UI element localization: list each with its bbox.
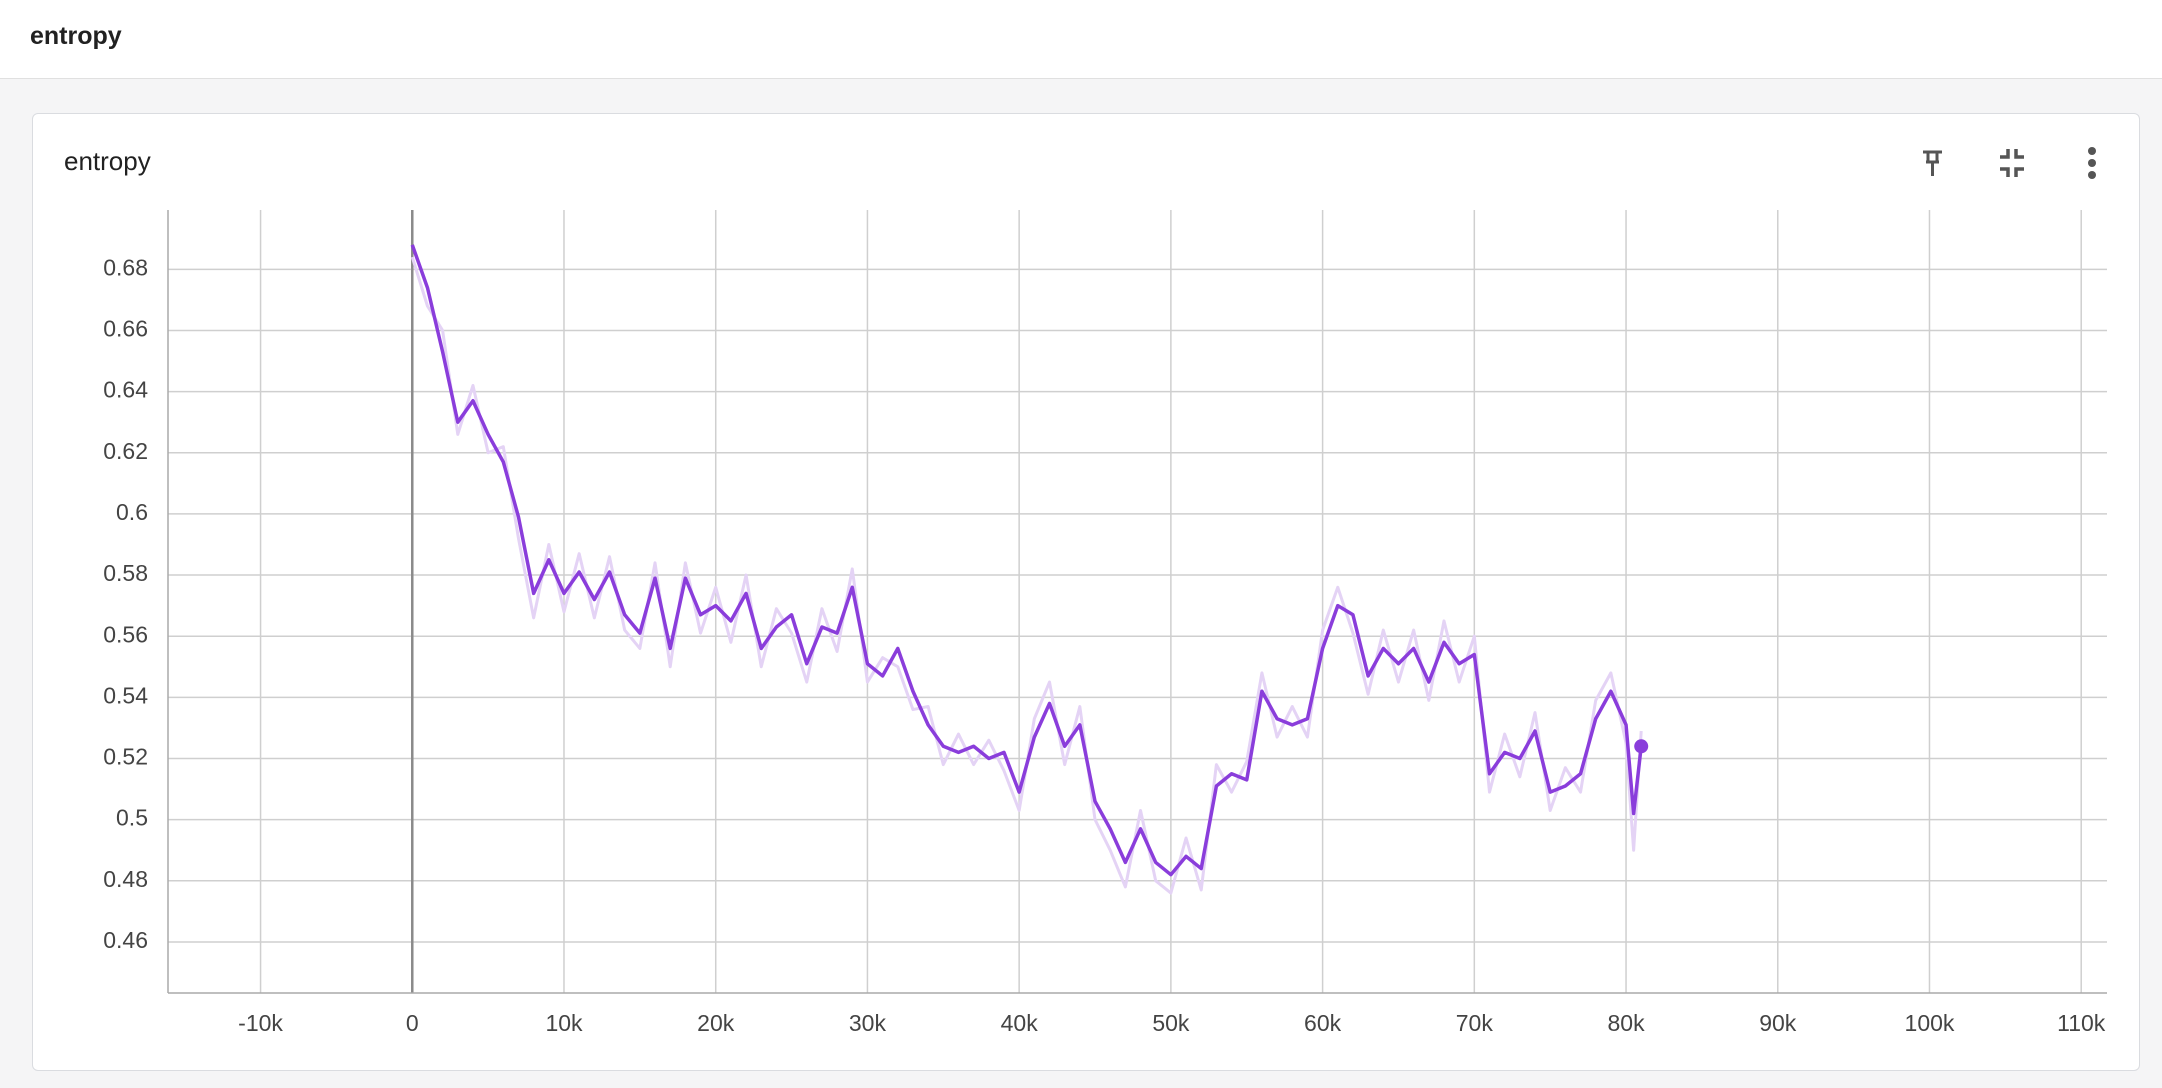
y-tick-label: 0.46 [103, 927, 148, 953]
collapse-button[interactable] [2000, 149, 2024, 177]
y-tick-label: 0.64 [103, 377, 148, 403]
y-tick-label: 0.62 [103, 438, 148, 464]
chart-title: entropy [64, 146, 151, 176]
x-tick-label: -10k [238, 1010, 283, 1036]
x-tick-label: 0 [406, 1010, 419, 1036]
y-tick-label: 0.48 [103, 866, 148, 892]
y-tick-label: 0.5 [116, 805, 148, 831]
x-tick-label: 100k [1905, 1010, 1955, 1036]
header-title: entropy [30, 22, 122, 50]
y-tick-label: 0.66 [103, 316, 148, 342]
y-tick-label: 0.58 [103, 560, 148, 586]
x-tick-label: 60k [1304, 1010, 1342, 1036]
x-tick-label: 80k [1607, 1010, 1645, 1036]
end-point [1634, 739, 1649, 754]
x-tick-label: 90k [1759, 1010, 1797, 1036]
x-tick-label: 70k [1456, 1010, 1494, 1036]
y-tick-label: 0.56 [103, 621, 148, 647]
y-tick-label: 0.54 [103, 682, 148, 708]
y-tick-label: 0.52 [103, 744, 148, 770]
x-tick-label: 10k [545, 1010, 583, 1036]
x-tick-label: 20k [697, 1010, 735, 1036]
y-tick-label: 0.6 [116, 499, 148, 525]
chart-card [32, 113, 2140, 1071]
x-tick-label: 30k [849, 1010, 887, 1036]
x-tick-label: 110k [2057, 1010, 2106, 1036]
header: entropy [0, 0, 2162, 79]
more-menu-button[interactable] [2088, 147, 2096, 179]
x-tick-label: 40k [1001, 1010, 1039, 1036]
y-tick-label: 0.68 [103, 254, 148, 280]
pin-button[interactable] [1923, 150, 1942, 176]
line-series [410, 244, 1643, 877]
x-tick-label: 50k [1152, 1010, 1190, 1036]
